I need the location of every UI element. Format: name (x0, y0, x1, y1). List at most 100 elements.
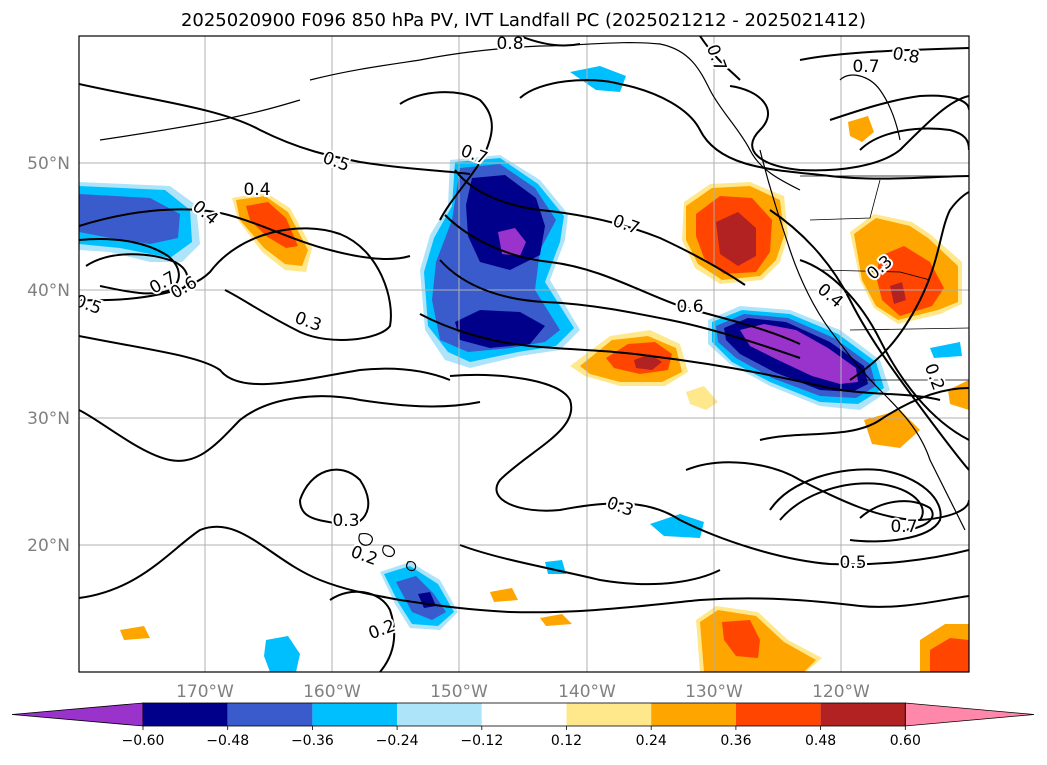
coastline (839, 74, 901, 141)
contour-value-label: 0.3 (332, 511, 359, 531)
colorbar-tick-label: −0.48 (206, 733, 249, 749)
contour-value-label: 0.8 (496, 34, 523, 54)
positive-anomaly-area (246, 202, 298, 248)
contour-line (79, 208, 411, 260)
coastline (382, 545, 396, 557)
contour-line (299, 468, 370, 527)
contour-value-label: 0.3 (604, 493, 636, 521)
colorbar-tick-label: −0.60 (122, 733, 165, 749)
map-frame (78, 35, 970, 673)
border-line (849, 327, 969, 331)
longitude-tick-label: 160°W (303, 682, 361, 702)
contour-value-label: 0.7 (610, 211, 642, 239)
contour-line (769, 209, 969, 471)
contour-line (519, 36, 581, 47)
coastline (358, 533, 373, 546)
coastline (406, 561, 417, 572)
positive-anomaly-area (722, 620, 760, 658)
contour-line (399, 91, 493, 221)
contour-value-label: 0.7 (852, 57, 879, 77)
border-line (809, 179, 881, 221)
colorbar-tick-label: 0.12 (551, 733, 582, 749)
positive-anomaly-area (634, 354, 662, 370)
longitude-tick-label: 170°W (176, 682, 234, 702)
positive-anomaly-area (930, 638, 969, 672)
latitude-tick-label: 50°N (27, 154, 70, 174)
longitude-tick-label: 140°W (558, 682, 616, 702)
ivt-contours (79, 36, 969, 672)
contour-line (79, 83, 471, 175)
contour-line (79, 335, 451, 386)
negative-anomaly-area (570, 66, 626, 92)
negative-anomaly-area (455, 310, 545, 348)
contour-line (459, 544, 721, 586)
positive-anomaly-area (120, 626, 150, 640)
contour-line (729, 85, 969, 172)
positive-anomaly-area (686, 386, 718, 410)
longitude-tick-label: 150°W (430, 682, 488, 702)
negative-anomaly-area (79, 194, 180, 244)
colorbar-extend-high (904, 702, 1035, 727)
colorbar-tick-label: −0.36 (291, 733, 334, 749)
contour-value-label: 0.8 (891, 44, 921, 68)
negative-anomaly-area (930, 342, 962, 358)
contour-line (79, 525, 969, 614)
latitude-tick-label: 20°N (27, 536, 70, 556)
positive-anomaly-area (848, 116, 874, 142)
colorbar-segment (143, 703, 228, 726)
contour-value-label: 0.5 (839, 553, 866, 573)
contour-line (79, 395, 481, 462)
latitude-labels: 50°N 40°N 30°N 20°N (27, 154, 70, 556)
coastlines (99, 42, 966, 572)
colorbar-tick-label: −0.24 (376, 733, 419, 749)
coastline (309, 42, 801, 191)
border-line (819, 269, 931, 281)
colorbar-segment (735, 703, 821, 726)
colorbar-segment (820, 703, 906, 726)
pv-anomaly-fills (79, 66, 969, 672)
colorbar-segment (312, 703, 398, 726)
contour-line (799, 47, 969, 61)
colorbar-tick-label: 0.60 (890, 733, 921, 749)
contour-line (779, 482, 924, 521)
contour-line (859, 127, 969, 151)
longitude-tick-label: 120°W (812, 682, 870, 702)
negative-anomaly-area (466, 175, 545, 270)
contour-line (699, 36, 741, 81)
contour-line (759, 387, 969, 441)
coastline (759, 149, 966, 531)
colorbar-outline (142, 702, 906, 727)
contour-value-label: 0.4 (243, 180, 270, 200)
colorbar-tick-label: 0.24 (636, 733, 667, 749)
graticule (79, 36, 969, 672)
latitude-tick-label: 30°N (27, 409, 70, 429)
contour-value-label: 0.6 (676, 297, 703, 317)
colorbar: −0.60 −0.48 −0.36 −0.24 −0.12 0.12 0.24 0.36 0.4… (11, 702, 1035, 749)
contour-line (79, 237, 180, 295)
colorbar-segment (481, 703, 567, 726)
positive-anomaly-area (540, 614, 572, 626)
contour-line (859, 500, 934, 531)
contour-value-label: 0.7 (702, 42, 730, 74)
longitude-labels: 170°W 160°W 150°W 140°W 130°W 120°W (176, 682, 870, 702)
contour-value-label: 0.2 (920, 361, 948, 393)
colorbar-tick-label: 0.36 (720, 733, 751, 749)
contour-line (849, 191, 969, 381)
positive-anomaly-area (948, 380, 969, 410)
contour-line (85, 253, 189, 293)
coastline (99, 99, 301, 141)
contour-line (454, 169, 746, 286)
colorbar-tick-label: 0.48 (805, 733, 836, 749)
contour-value-label: 0.3 (292, 308, 324, 336)
colorbar-segment (397, 703, 482, 726)
positive-anomaly-area (890, 282, 906, 304)
contour-line (444, 214, 801, 345)
contour-line (769, 468, 942, 543)
latitude-tick-label: 40°N (27, 281, 70, 301)
contour-value-label: 0.7 (890, 517, 917, 537)
contour-line (829, 94, 969, 121)
positive-anomaly-area (490, 588, 518, 602)
contour-value-label: 0.5 (320, 148, 352, 176)
contour-line (799, 259, 969, 441)
